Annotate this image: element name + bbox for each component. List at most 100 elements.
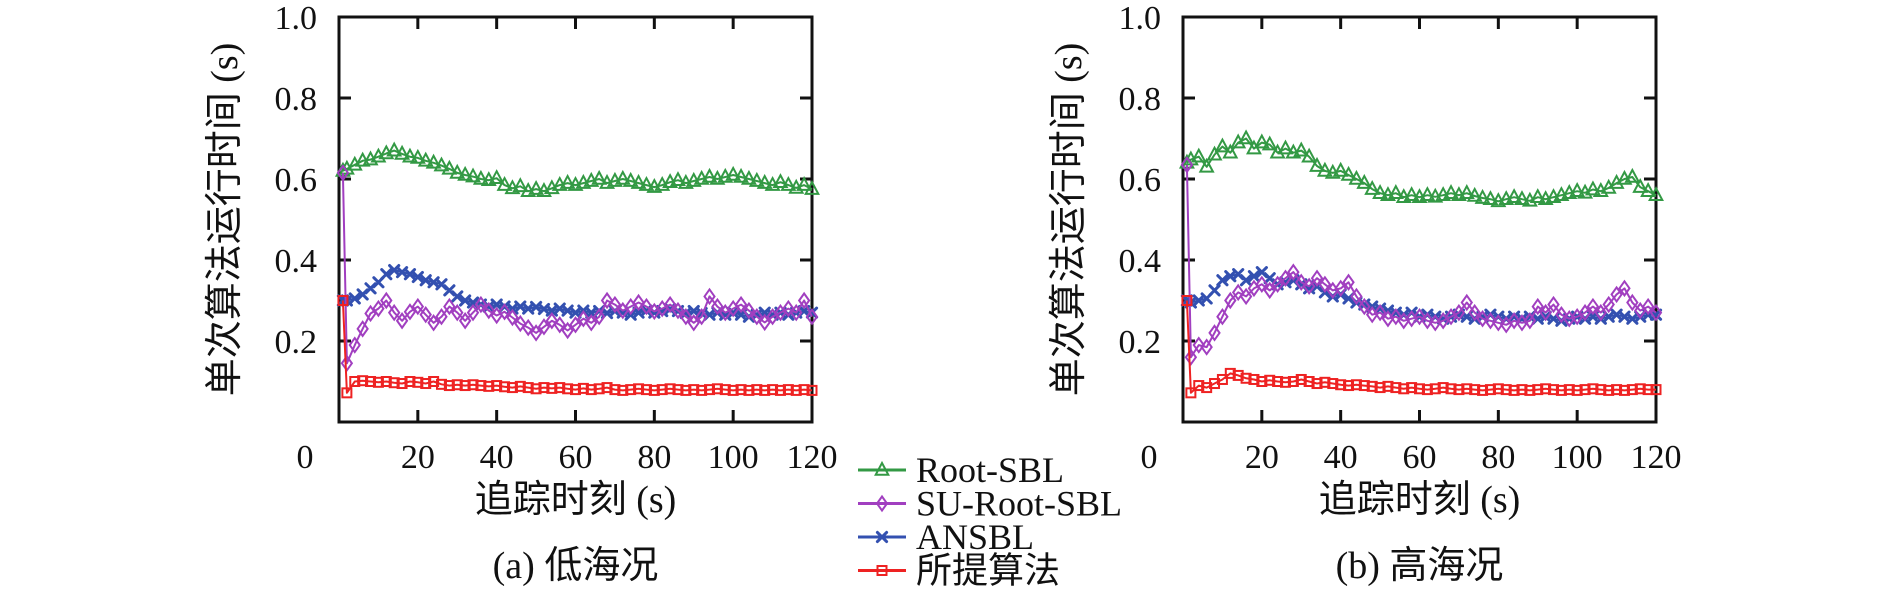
chart-b-series-rootsbl-line bbox=[1186, 137, 1657, 203]
chart-b-series-surootsbl-marker bbox=[1184, 348, 1198, 366]
chart-b-series--marker bbox=[1272, 376, 1284, 387]
chart-b-series-surootsbl-marker bbox=[1484, 312, 1497, 330]
chart-b-series-surootsbl-marker bbox=[1279, 269, 1292, 287]
chart-b-series-surootsbl-marker bbox=[1216, 307, 1229, 326]
chart-a-series-rootsbl-marker bbox=[804, 180, 820, 195]
chart-b-series-rootsbl-marker bbox=[1569, 182, 1586, 197]
chart-b-series-rootsbl-marker bbox=[1387, 184, 1404, 199]
x-tick-label: 60 bbox=[559, 439, 593, 476]
chart-a-series-surootsbl-marker bbox=[336, 164, 350, 182]
chart-a-series-surootsbl bbox=[336, 164, 819, 372]
chart-a-series-surootsbl-marker bbox=[703, 287, 716, 306]
chart-b-series--line bbox=[1185, 300, 1656, 394]
legend-entry-su-root-sbl: SU-Root-SBL bbox=[858, 484, 1122, 524]
chart-a-series-surootsbl-marker bbox=[458, 312, 472, 330]
chart-b-series--marker bbox=[1311, 378, 1323, 390]
chart-b-series-rootsbl-marker bbox=[1316, 161, 1333, 177]
chart-b-series-rootsbl-marker bbox=[1253, 133, 1270, 149]
chart-b-series-rootsbl-marker bbox=[1482, 190, 1499, 206]
chart-a-series-rootsbl-marker bbox=[386, 141, 403, 157]
chart-b-series-rootsbl-marker bbox=[1348, 169, 1365, 185]
x-axis-title-a: 追踪时刻 (s) bbox=[475, 479, 677, 521]
chart-b-series--marker bbox=[1319, 376, 1331, 388]
chart-a-series-surootsbl-marker bbox=[411, 297, 425, 316]
chart-b-series-surootsbl-marker bbox=[1413, 307, 1426, 326]
chart-a-series--marker bbox=[412, 376, 424, 388]
chart-b: 0 20 40 60 80 100 120 0.2 0.4 0.6 0.8 1.0 追踪时刻 (s) 单次… bbox=[1048, 0, 1682, 587]
legend-marker-ansbl bbox=[875, 530, 889, 544]
chart-a-series--marker bbox=[719, 384, 731, 396]
chart-a-series--marker bbox=[428, 376, 440, 387]
chart-b-series-surootsbl-marker bbox=[1295, 273, 1308, 291]
legend-label-ansbl: ANSBL bbox=[916, 517, 1034, 557]
chart-b-series--marker bbox=[1508, 384, 1520, 396]
chart-a-series-surootsbl-marker bbox=[790, 303, 803, 322]
chart-b-series-rootsbl-marker bbox=[1506, 188, 1523, 204]
legend-marker-su-root-sbl bbox=[875, 494, 889, 513]
chart-b-series-rootsbl-marker bbox=[1648, 186, 1664, 201]
chart-a-series-rootsbl-marker bbox=[441, 159, 458, 175]
chart-a-series--marker bbox=[538, 382, 550, 394]
chart-a-series--marker bbox=[585, 384, 597, 396]
chart-a-series-surootsbl-marker bbox=[482, 301, 496, 320]
chart-a-series--marker bbox=[625, 384, 637, 396]
chart-a-series-ansbl-marker bbox=[451, 290, 464, 303]
chart-a-series--marker bbox=[759, 384, 771, 396]
y-tick-label: 0.8 bbox=[275, 81, 318, 118]
chart-a-series-surootsbl-marker bbox=[514, 314, 527, 333]
chart-b-series-surootsbl-marker bbox=[1263, 281, 1276, 300]
chart-b-series-surootsbl-marker bbox=[1555, 305, 1568, 324]
chart-b-series--marker bbox=[1650, 384, 1662, 396]
chart-b-series--marker bbox=[1611, 384, 1623, 396]
chart-a-series-rootsbl-marker bbox=[780, 175, 797, 191]
y-tick-label: 0.6 bbox=[275, 162, 318, 199]
chart-a-series--marker bbox=[696, 384, 708, 396]
chart-b-series-rootsbl-marker bbox=[1301, 147, 1318, 163]
chart-b-series-surootsbl-marker bbox=[1618, 279, 1631, 298]
chart-b-series-surootsbl-marker bbox=[1310, 269, 1324, 287]
chart-a-series--marker bbox=[767, 384, 779, 396]
chart-a-series--marker bbox=[774, 384, 786, 396]
chart-a-series--marker bbox=[506, 382, 518, 394]
chart-b-series-rootsbl-marker bbox=[1364, 180, 1381, 195]
chart-a-series--marker bbox=[372, 376, 384, 388]
chart-a-series--marker bbox=[680, 384, 692, 396]
chart-a-series--marker bbox=[365, 376, 377, 387]
chart-a-series--marker bbox=[806, 384, 818, 396]
chart-b-series--marker bbox=[1477, 384, 1489, 396]
chart-b-series--marker bbox=[1484, 384, 1496, 396]
legend-marker-proposed bbox=[876, 565, 888, 576]
chart-a-series-surootsbl-marker bbox=[348, 336, 361, 354]
chart-a-series-rootsbl-marker bbox=[670, 171, 686, 187]
chart-a-series--marker bbox=[790, 384, 802, 396]
chart-b-series--marker bbox=[1287, 376, 1299, 387]
chart-a-series--marker bbox=[640, 384, 652, 396]
chart-b-series--marker bbox=[1366, 380, 1378, 392]
chart-b-series-rootsbl-marker bbox=[1372, 184, 1389, 199]
chart-a-series--marker bbox=[656, 384, 668, 396]
chart-b-series-surootsbl-marker bbox=[1302, 277, 1316, 296]
chart-b-series-rootsbl-marker bbox=[1529, 188, 1546, 204]
chart-b-series-surootsbl-marker bbox=[1287, 263, 1300, 281]
chart-a-series--marker bbox=[491, 380, 503, 392]
chart-b-series-rootsbl-marker bbox=[1214, 137, 1231, 153]
chart-caption-a: (a) 低海况 bbox=[493, 545, 659, 587]
chart-a-series-surootsbl-marker bbox=[356, 320, 369, 338]
chart-b-series-surootsbl-marker bbox=[1641, 297, 1655, 316]
chart-a-series--marker bbox=[648, 384, 660, 396]
chart-a-series--marker bbox=[601, 382, 613, 394]
chart-b-series-surootsbl-marker bbox=[1594, 303, 1608, 322]
chart-b-series-surootsbl-marker bbox=[1334, 279, 1347, 298]
chart-b-series-rootsbl-marker bbox=[1332, 161, 1349, 177]
chart-a-series-surootsbl-marker bbox=[380, 291, 393, 310]
chart-b-series--marker bbox=[1445, 383, 1457, 395]
chart-b-series-surootsbl-marker bbox=[1626, 293, 1639, 312]
chart-a-series--marker bbox=[530, 383, 542, 395]
chart-a-series--marker bbox=[570, 384, 581, 396]
chart-b-series-surootsbl-marker bbox=[1358, 297, 1371, 316]
chart-a-series--line bbox=[341, 300, 813, 394]
legend-entry-proposed: 所提算法 bbox=[858, 551, 1060, 591]
chart-a-series-surootsbl-marker bbox=[734, 295, 748, 314]
chart-a-series-rootsbl-marker bbox=[394, 144, 411, 160]
